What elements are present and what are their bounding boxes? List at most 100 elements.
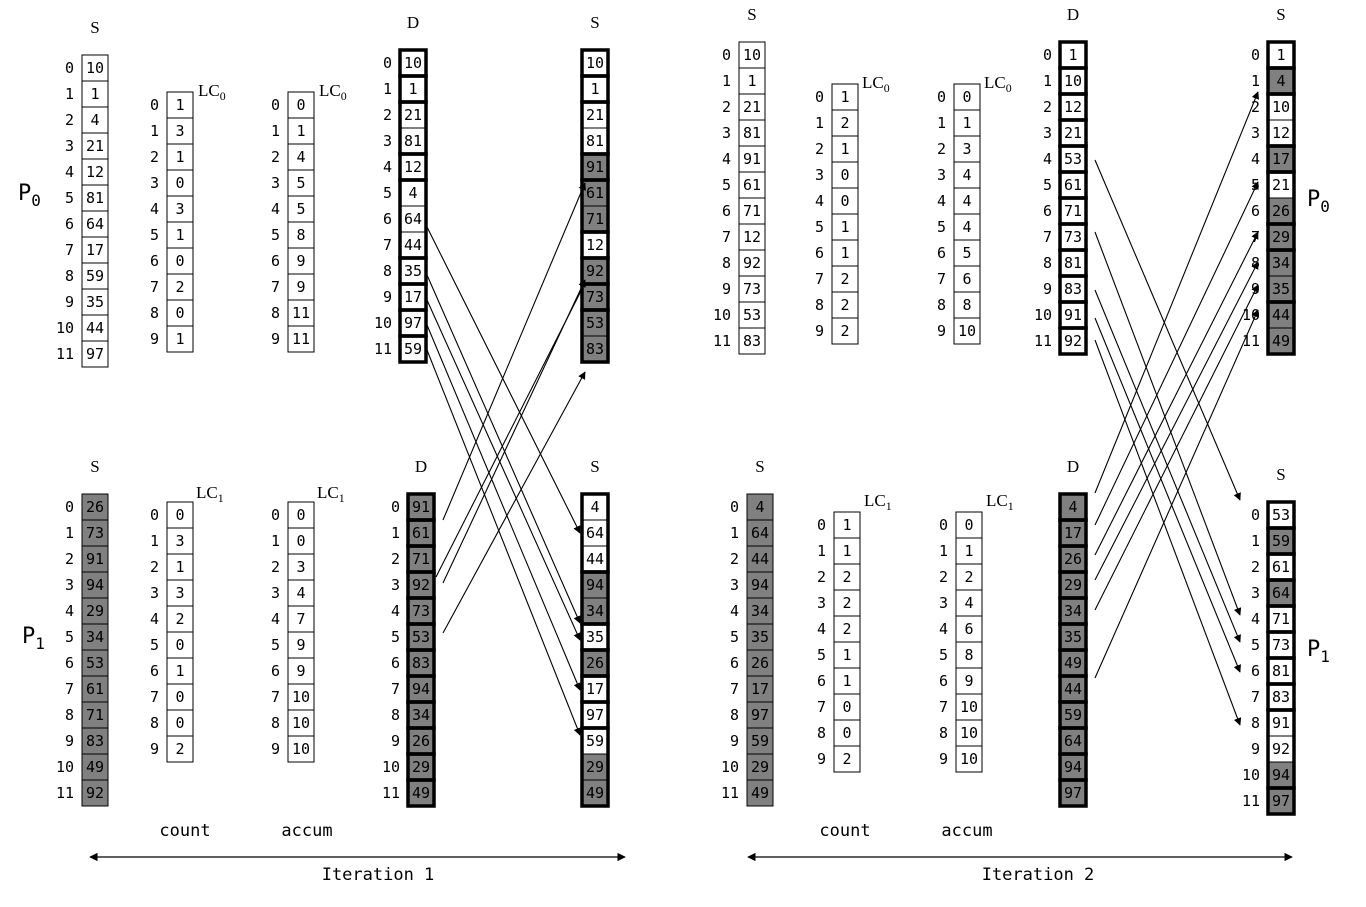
index-label: 3 <box>1251 584 1260 602</box>
cell-value: 53 <box>1272 506 1290 524</box>
array-cell <box>955 745 983 773</box>
index-label: 5 <box>383 184 392 202</box>
cell-value: 44 <box>86 319 104 337</box>
transfer-arrow <box>1094 317 1241 673</box>
cell-value: 91 <box>1064 306 1082 324</box>
index-label: 8 <box>383 262 392 280</box>
cell-value: 73 <box>1064 228 1082 246</box>
cell-value: 49 <box>1064 654 1082 672</box>
iteration-2-label: Iteration 2 <box>982 865 1095 885</box>
cell-value: 26 <box>412 732 430 750</box>
index-label: 7 <box>271 278 280 296</box>
index-label: 1 <box>391 524 400 542</box>
cell-value: 0 <box>964 516 973 534</box>
index-label: 7 <box>150 278 159 296</box>
index-label: 0 <box>391 498 400 516</box>
cell-value: 0 <box>175 506 184 524</box>
bucket-group <box>1266 786 1296 816</box>
index-label: 1 <box>937 114 946 132</box>
array-cell <box>287 709 315 737</box>
index-label: 7 <box>815 270 824 288</box>
it2-p1-count-array-title: LC1 <box>864 491 892 513</box>
index-label: 4 <box>730 602 739 620</box>
cell-value: 29 <box>1064 576 1082 594</box>
index-label: 5 <box>1251 636 1260 654</box>
array-cell <box>166 299 194 327</box>
index-label: 0 <box>271 506 280 524</box>
transfer-arrow <box>1094 309 1259 679</box>
array-cell <box>166 631 194 659</box>
cell-value: 92 <box>1064 332 1082 350</box>
index-label: 11 <box>1034 332 1052 350</box>
array-cell <box>166 195 194 223</box>
array-cell <box>833 511 861 539</box>
transfer-arrow <box>435 286 584 578</box>
index-label: 0 <box>271 96 280 114</box>
cell-value: 73 <box>1272 636 1290 654</box>
cell-value: 10 <box>1064 72 1082 90</box>
index-label: 8 <box>1043 254 1052 272</box>
cell-value: 64 <box>1272 584 1290 602</box>
index-label: 0 <box>937 88 946 106</box>
cell-value: 97 <box>586 706 604 724</box>
array-cell <box>955 667 983 695</box>
array-cell <box>833 719 861 747</box>
cell-value: 11 <box>292 330 310 348</box>
array-cell <box>738 249 766 277</box>
array-cell <box>1267 709 1295 737</box>
array-cell <box>953 109 981 137</box>
index-label: 2 <box>815 140 824 158</box>
it2-p0-dest-array-title: D <box>1067 5 1079 24</box>
p0-label-it1-sub: 0 <box>31 191 41 210</box>
cell-value: 92 <box>412 576 430 594</box>
cell-value: 9 <box>296 662 305 680</box>
index-label: 4 <box>1043 150 1052 168</box>
cell-value: 35 <box>586 628 604 646</box>
cell-value: 2 <box>842 594 851 612</box>
index-label: 3 <box>937 166 946 184</box>
array-cell <box>166 605 194 633</box>
cell-value: 4 <box>296 584 305 602</box>
cell-value: 9 <box>296 252 305 270</box>
iteration-1-label: Iteration 1 <box>322 865 435 885</box>
index-label: 8 <box>817 724 826 742</box>
index-label: 4 <box>271 200 280 218</box>
cell-value: 0 <box>296 532 305 550</box>
cell-value: 0 <box>296 506 305 524</box>
cell-value: 61 <box>743 176 761 194</box>
cell-value: 91 <box>1272 714 1290 732</box>
index-label: 2 <box>391 550 400 568</box>
array-cell <box>166 117 194 145</box>
index-label: 3 <box>730 576 739 594</box>
cell-value: 4 <box>962 192 971 210</box>
cell-value: 2 <box>964 568 973 586</box>
index-label: 5 <box>271 226 280 244</box>
cell-value: 59 <box>586 732 604 750</box>
cell-value: 21 <box>586 106 604 124</box>
cell-value: 97 <box>404 314 422 332</box>
index-label: 4 <box>383 158 392 176</box>
array-cell <box>953 187 981 215</box>
index-label: 7 <box>65 680 74 698</box>
cell-value: 92 <box>743 254 761 272</box>
cell-value: 49 <box>1272 332 1290 350</box>
cell-value: 71 <box>1272 610 1290 628</box>
p0-label-it2-sub: 0 <box>1320 197 1330 216</box>
p0-label-it1: P0 <box>18 181 41 210</box>
cell-value: 6 <box>964 620 973 638</box>
cell-value: 1 <box>1068 46 1077 64</box>
index-label: 1 <box>817 542 826 560</box>
array-cell <box>746 571 774 599</box>
transfer-arrow <box>1094 181 1259 526</box>
cell-value: 91 <box>86 550 104 568</box>
cell-value: 4 <box>590 498 599 516</box>
cell-value: 2 <box>840 270 849 288</box>
cell-value: 29 <box>586 758 604 776</box>
cell-value: 83 <box>1272 688 1290 706</box>
index-label: 1 <box>730 524 739 542</box>
index-label: 9 <box>271 330 280 348</box>
